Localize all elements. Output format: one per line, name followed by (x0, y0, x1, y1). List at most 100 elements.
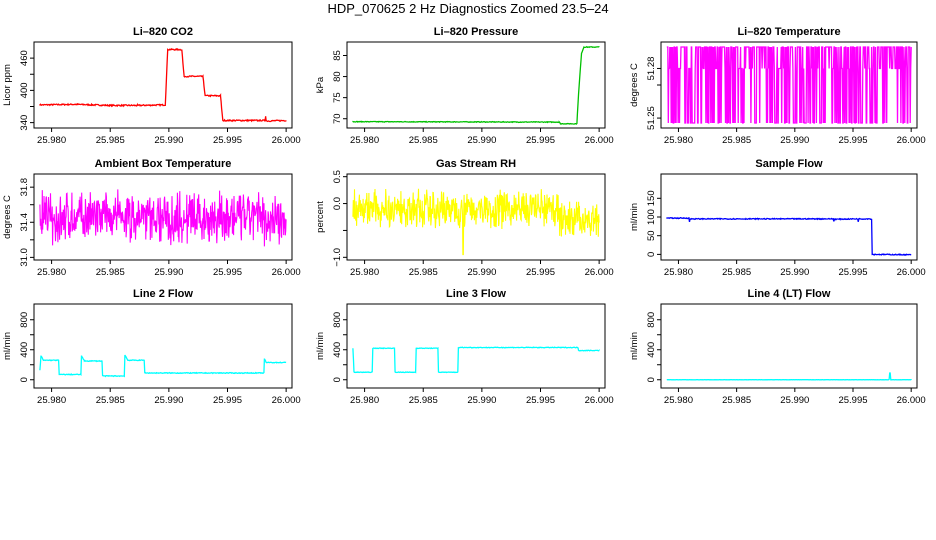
y-axis-label: Licor ppm (2, 64, 13, 106)
chart-panel-3: Li–820 Temperature 25.980 25.985 25.990 25.9… (629, 26, 926, 146)
chart-title: Li–820 CO2 (133, 26, 193, 38)
chart-title: Li–820 Pressure (434, 26, 518, 38)
plot-frame (660, 173, 918, 261)
chart-title: Sample Flow (755, 158, 823, 170)
x-tick-label: 26.000 (585, 135, 614, 146)
x-tick-label: 26.000 (272, 267, 301, 278)
x-tick-label: 25.980 (37, 135, 66, 146)
y-tick-label: 0 (19, 377, 30, 382)
x-tick-label: 25.995 (838, 135, 867, 146)
series-line (352, 45, 600, 125)
x-tick-label: 25.995 (838, 267, 867, 278)
series-line (352, 188, 600, 256)
x-tick-label: 25.990 (780, 135, 809, 146)
x-tick-label: 25.980 (664, 267, 693, 278)
chart-panel-4: Ambient Box Temperature 25.980 25.985 25.99… (2, 158, 301, 278)
y-tick-label: 0 (646, 252, 657, 257)
x-tick-label: 26.000 (585, 267, 614, 278)
y-tick-label: 340 (19, 115, 30, 131)
plot-frame (346, 303, 606, 389)
x-tick-label: 25.995 (213, 267, 242, 278)
x-tick-label: 26.000 (272, 135, 301, 146)
x-tick-label: 25.985 (409, 135, 438, 146)
chart-panel-5: Gas Stream RH 25.980 25.985 25.990 25.995 26.… (315, 158, 614, 278)
plot-frame (33, 303, 293, 389)
x-tick-label: 26.000 (897, 395, 926, 406)
x-tick-label: 25.990 (467, 135, 496, 146)
chart-panel-8: Line 3 Flow 25.980 25.985 25.990 25.995 26.00… (315, 288, 614, 406)
chart-panel-1: Li–820 CO2 25.980 25.985 25.990 25.995 26.000… (2, 26, 301, 146)
x-tick-label: 26.000 (897, 135, 926, 146)
x-tick-label: 25.980 (350, 135, 379, 146)
series-line (39, 354, 287, 378)
y-axis-label: ml/min (629, 332, 640, 360)
plot-frame (346, 41, 606, 129)
series-line (39, 189, 287, 247)
x-tick-label: 25.995 (838, 395, 867, 406)
x-tick-label: 26.000 (585, 395, 614, 406)
x-tick-label: 26.000 (897, 267, 926, 278)
y-tick-label: 800 (332, 312, 343, 328)
x-tick-label: 25.980 (37, 267, 66, 278)
y-tick-label: 50 (646, 230, 657, 241)
y-tick-label: 85 (332, 50, 343, 61)
x-tick-label: 25.990 (780, 395, 809, 406)
x-tick-label: 25.985 (96, 395, 125, 406)
plot-frame (346, 173, 606, 261)
x-tick-label: 25.990 (780, 267, 809, 278)
x-tick-label: 25.985 (409, 267, 438, 278)
x-tick-label: 25.985 (722, 267, 751, 278)
y-axis-label: ml/min (315, 332, 326, 360)
y-tick-label: 70 (332, 113, 343, 124)
series-line (666, 216, 912, 257)
series-line (666, 372, 912, 381)
y-tick-label: 31.4 (19, 213, 30, 232)
x-tick-label: 25.990 (154, 267, 183, 278)
y-tick-label: 400 (19, 342, 30, 358)
y-tick-label: 100 (646, 209, 657, 225)
chart-title: Li–820 Temperature (737, 26, 840, 38)
y-axis-label: ml/min (629, 203, 640, 231)
y-tick-label: 75 (332, 92, 343, 103)
y-tick-label: 80 (332, 71, 343, 82)
plot-frame (33, 173, 293, 261)
x-tick-label: 25.980 (664, 395, 693, 406)
y-axis-label: kPa (315, 76, 326, 93)
y-tick-label: 0 (646, 377, 657, 382)
series-line (666, 46, 912, 124)
y-tick-label: 51.25 (646, 106, 657, 130)
y-tick-label: 0.5 (332, 170, 343, 183)
x-tick-label: 25.990 (467, 395, 496, 406)
x-tick-label: 25.980 (37, 395, 66, 406)
chart-title: Line 2 Flow (133, 288, 193, 300)
y-tick-label: −1.0 (332, 248, 343, 267)
y-tick-label: 150 (646, 190, 657, 206)
chart-panel-7: Line 2 Flow 25.980 25.985 25.990 25.995 26.00… (2, 288, 301, 406)
y-axis-label: degrees C (2, 195, 13, 239)
x-tick-label: 25.980 (350, 267, 379, 278)
x-tick-label: 25.990 (154, 395, 183, 406)
y-tick-label: 400 (332, 342, 343, 358)
chart-title: Line 4 (LT) Flow (748, 288, 831, 300)
chart-panel-6: Sample Flow 25.980 25.985 25.990 25.995 26.00… (629, 158, 926, 278)
y-axis-label: degrees C (629, 63, 640, 107)
x-tick-label: 25.995 (213, 395, 242, 406)
x-tick-label: 25.980 (350, 395, 379, 406)
page-title: HDP_070625 2 Hz Diagnostics Zoomed 23.5–… (327, 1, 609, 16)
x-tick-label: 25.985 (409, 395, 438, 406)
y-tick-label: 51.28 (646, 57, 657, 81)
chart-panel-9: Line 4 (LT) Flow 25.980 25.985 25.990 25.995… (629, 288, 926, 406)
y-tick-label: 800 (19, 312, 30, 328)
x-tick-label: 25.995 (526, 135, 555, 146)
x-tick-label: 25.985 (722, 135, 751, 146)
chart-panel-2: Li–820 Pressure 25.980 25.985 25.990 25.995 2… (315, 26, 614, 146)
chart-title: Ambient Box Temperature (95, 158, 232, 170)
series-line (352, 346, 600, 374)
x-tick-label: 25.995 (526, 395, 555, 406)
y-tick-label: 31.8 (19, 178, 30, 197)
y-axis-label: percent (315, 201, 326, 233)
y-tick-label: 460 (19, 50, 30, 66)
chart-title: Gas Stream RH (436, 158, 516, 170)
x-tick-label: 25.985 (722, 395, 751, 406)
y-tick-label: 400 (19, 82, 30, 98)
